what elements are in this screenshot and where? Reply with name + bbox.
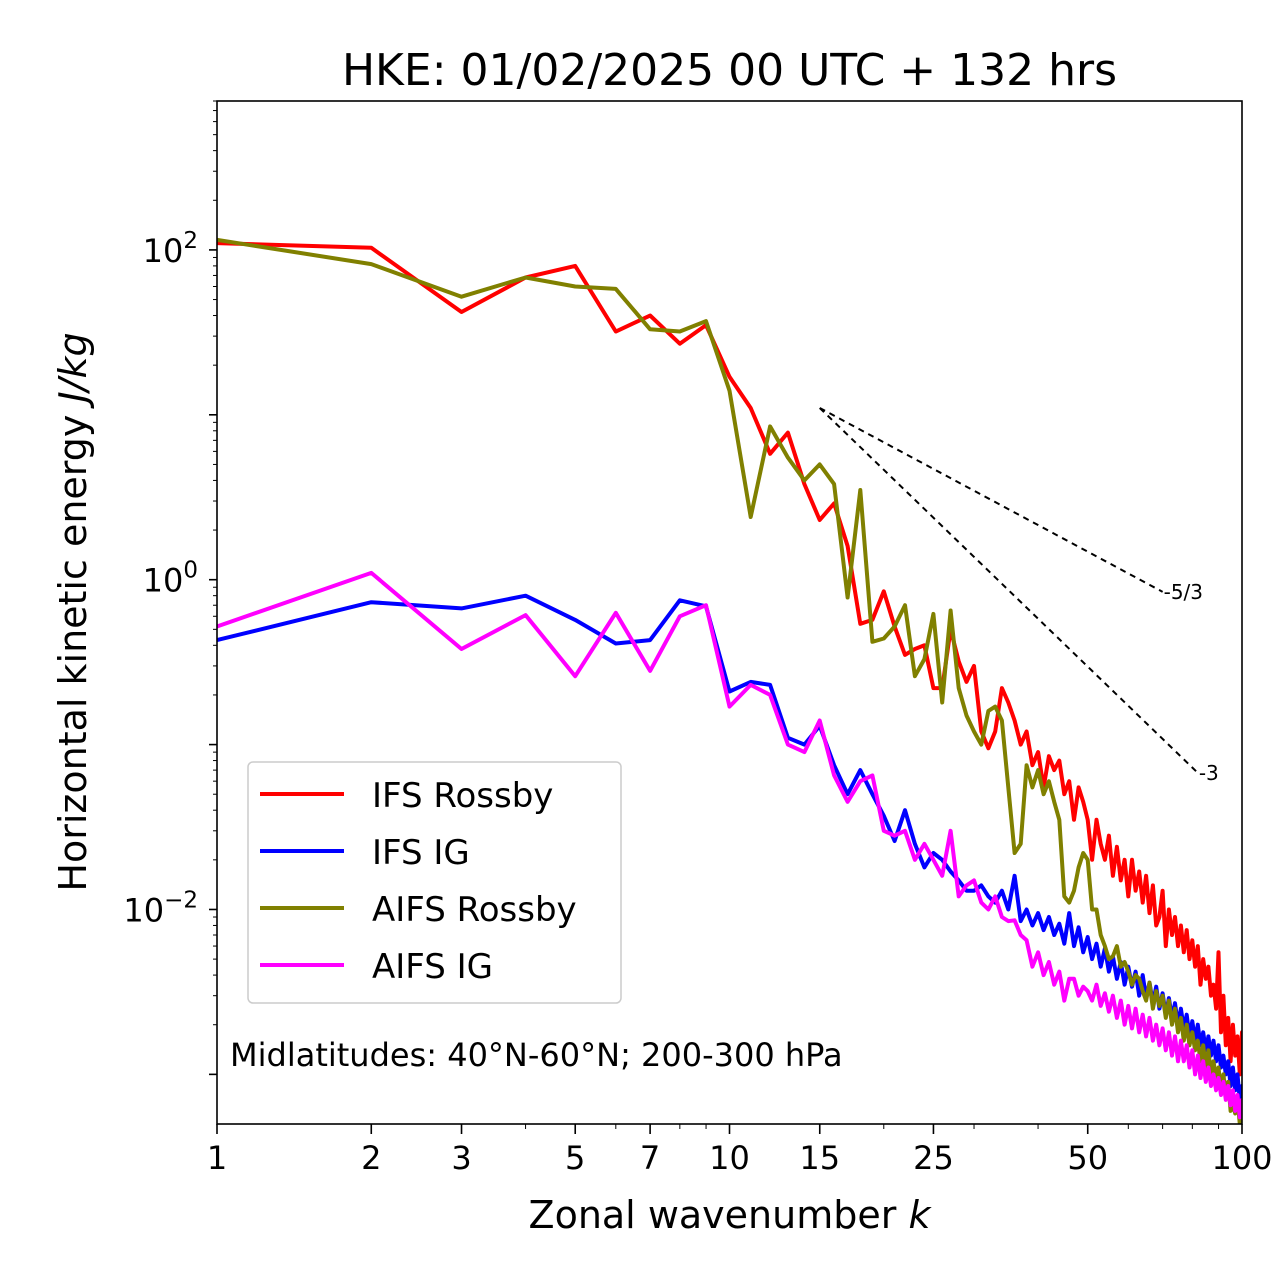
x-axis-label: Zonal wavenumber k <box>529 1193 933 1237</box>
legend-label-ifs-rossby: IFS Rossby <box>372 776 553 816</box>
series-line-aifs-ig <box>217 570 1242 1120</box>
x-tick-label: 100 <box>1211 1139 1272 1177</box>
x-tick-label: 10 <box>709 1139 750 1177</box>
legend-label-ifs-ig: IFS IG <box>372 833 470 873</box>
reference-slope-label: -5/3 <box>1164 580 1203 604</box>
series-line-aifs-rossby <box>217 237 1242 1124</box>
legend-label-aifs-rossby: AIFS Rossby <box>372 890 577 930</box>
x-tick-label: 5 <box>565 1139 585 1177</box>
legend-label-aifs-ig: AIFS IG <box>372 947 493 987</box>
y-axis-label: Horizontal kinetic energy J/kg <box>51 332 95 891</box>
y-axis-unit: J/kg <box>51 332 95 409</box>
legend-frame <box>247 761 622 1004</box>
series-line-ifs-ig <box>217 593 1242 1102</box>
x-axis-variable: k <box>908 1193 932 1237</box>
y-tick-label: 102 <box>143 228 198 270</box>
reference-slope-layer <box>819 407 1199 774</box>
chart-title: HKE: 01/02/2025 00 UTC + 132 hrs <box>342 45 1117 96</box>
x-tick-label: 2 <box>361 1139 381 1177</box>
x-tick-label: 15 <box>799 1139 840 1177</box>
reference-label-layer: -5/3 -3 <box>1164 580 1219 785</box>
x-axis-label-text: Zonal wavenumber <box>529 1193 897 1237</box>
legend: IFS Rossby IFS IG AIFS Rossby AIFS IG <box>247 761 622 1004</box>
x-tick-label: 1 <box>207 1139 227 1177</box>
y-tick-label: 100 <box>143 558 198 600</box>
series-line-ifs-rossby <box>217 241 1242 1077</box>
reference-slope-line <box>819 407 1164 593</box>
x-tick-label: 3 <box>451 1139 471 1177</box>
series-layer <box>217 237 1242 1124</box>
region-annotation: Midlatitudes: 40°N-60°N; 200-300 hPa <box>230 1036 843 1074</box>
y-tick-label: 10−2 <box>123 887 198 929</box>
ticks-layer: 1 2 3 5 7 10 15 25 50 100 102 100 10−2 <box>123 100 1273 1177</box>
y-axis-label-text: Horizontal kinetic energy <box>51 415 95 892</box>
x-tick-label: 25 <box>913 1139 954 1177</box>
x-tick-label: 7 <box>640 1139 660 1177</box>
x-tick-label: 50 <box>1067 1139 1108 1177</box>
reference-slope-label: -3 <box>1199 761 1219 785</box>
